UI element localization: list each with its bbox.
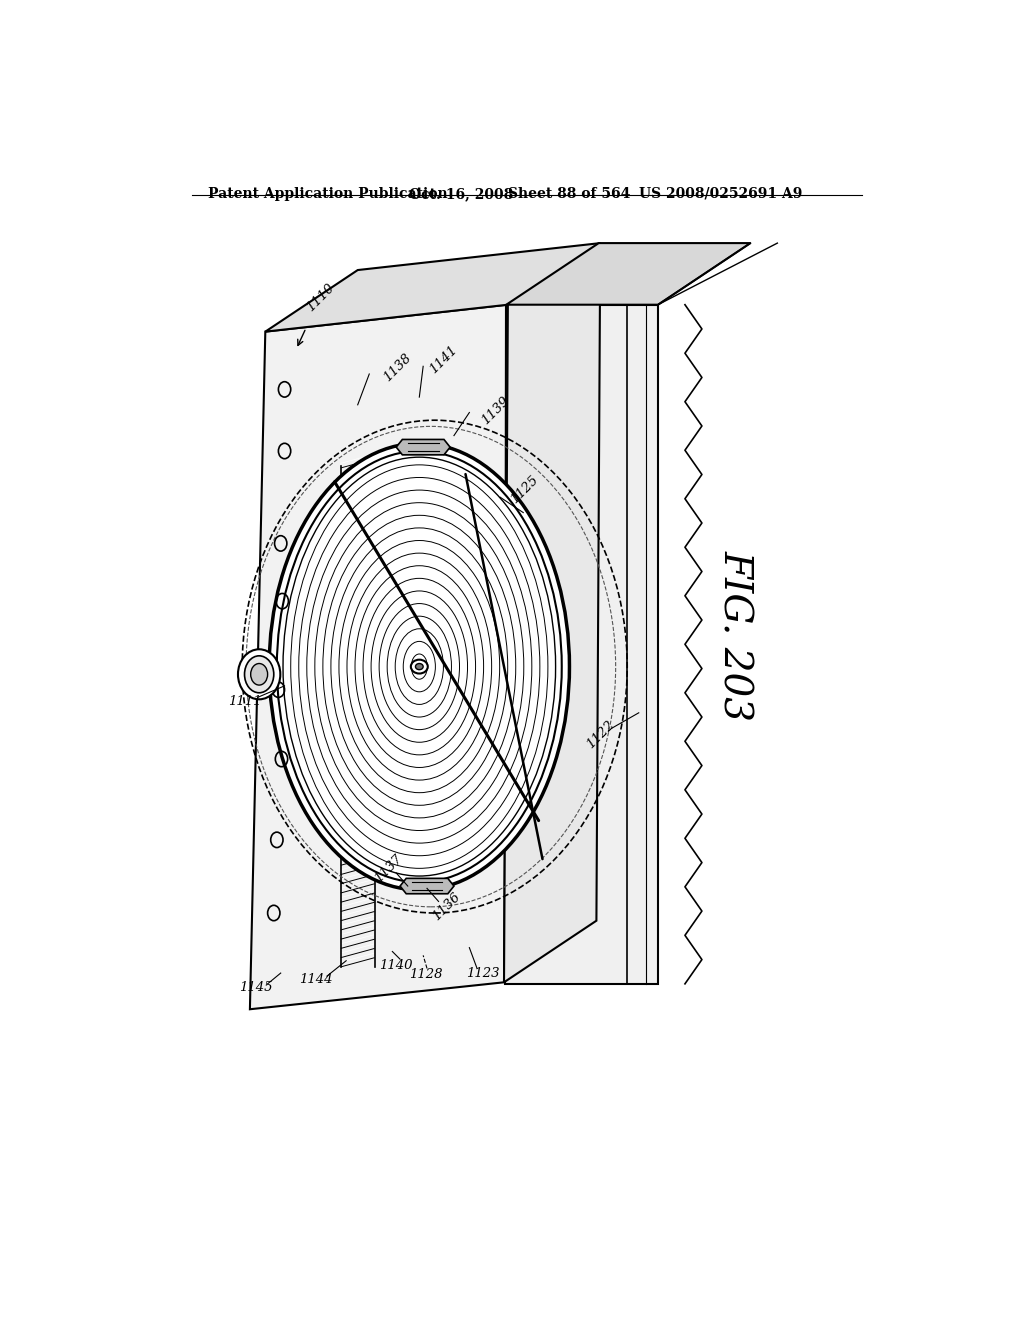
Ellipse shape [411,660,428,673]
Polygon shape [504,243,600,982]
Ellipse shape [245,656,273,693]
Text: FIG. 203: FIG. 203 [717,550,754,721]
Ellipse shape [238,649,281,700]
Polygon shape [505,305,658,983]
Ellipse shape [416,664,423,669]
Polygon shape [506,243,751,305]
Text: 1122: 1122 [584,718,616,751]
Text: Sheet 88 of 564: Sheet 88 of 564 [508,187,630,201]
Text: 1111: 1111 [227,694,261,708]
Text: 1137: 1137 [372,851,404,884]
Polygon shape [396,440,451,455]
Text: 1141: 1141 [427,343,460,376]
Text: 1128: 1128 [409,968,442,981]
Text: 1138: 1138 [381,351,414,384]
Ellipse shape [269,444,569,890]
Text: 1145: 1145 [240,981,272,994]
Text: 1144: 1144 [299,973,332,986]
Text: 1140: 1140 [380,958,413,972]
Polygon shape [250,305,508,1010]
Text: Patent Application Publication: Patent Application Publication [208,187,447,201]
Polygon shape [400,878,454,894]
Text: 1125: 1125 [508,473,541,506]
Text: US 2008/0252691 A9: US 2008/0252691 A9 [639,187,802,201]
Text: 1123: 1123 [467,966,500,979]
Ellipse shape [251,664,267,685]
Text: Oct. 16, 2008: Oct. 16, 2008 [410,187,514,201]
Text: 1136: 1136 [430,891,463,923]
Text: 1139: 1139 [479,393,512,426]
Text: 1110: 1110 [304,281,337,314]
Polygon shape [265,243,600,331]
